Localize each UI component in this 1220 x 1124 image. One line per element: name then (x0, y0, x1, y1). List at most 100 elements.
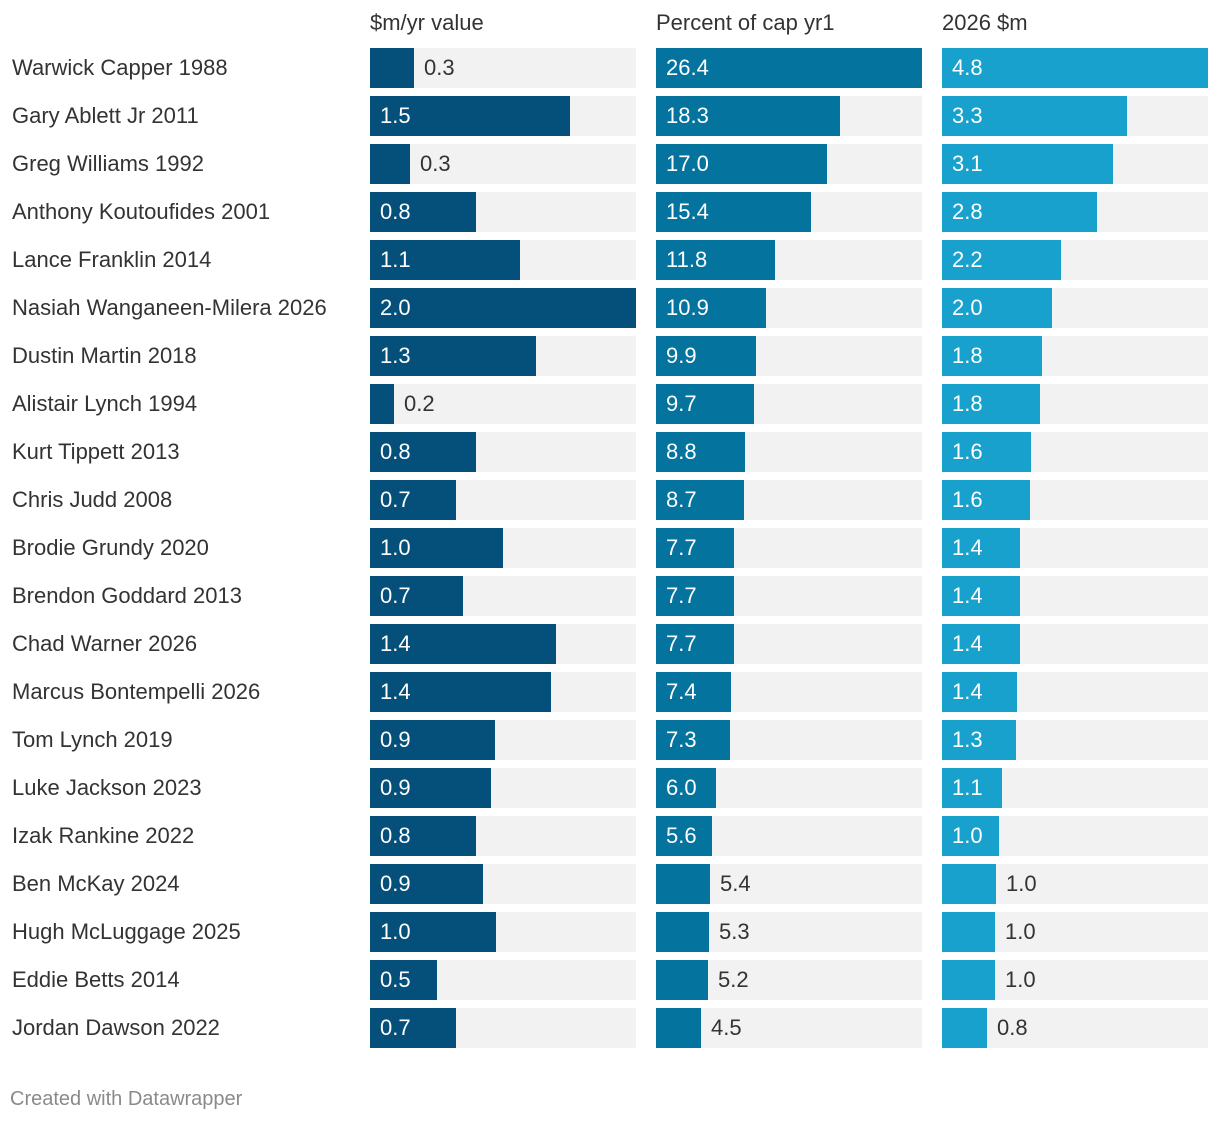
bar[interactable] (370, 288, 636, 328)
bar[interactable] (656, 816, 712, 856)
data-label: 1.0 (952, 823, 983, 848)
bar[interactable] (942, 960, 995, 1000)
bar[interactable] (656, 240, 775, 280)
data-label: 1.3 (952, 727, 983, 752)
data-label: 1.3 (380, 343, 411, 368)
bar[interactable] (656, 384, 754, 424)
bar[interactable] (370, 1008, 456, 1048)
data-label: 1.1 (952, 775, 983, 800)
data-label: 4.5 (711, 1015, 742, 1040)
bar[interactable] (942, 528, 1020, 568)
bar[interactable] (370, 240, 520, 280)
bar[interactable] (942, 624, 1020, 664)
row-label: Greg Williams 1992 (12, 151, 204, 176)
data-label: 0.8 (380, 439, 411, 464)
bar-track (370, 384, 636, 424)
data-label: 0.9 (380, 871, 411, 896)
bar[interactable] (656, 96, 840, 136)
bar[interactable] (942, 768, 1002, 808)
bar[interactable] (656, 720, 730, 760)
data-label: 7.7 (666, 535, 697, 560)
data-label: 1.0 (1006, 871, 1037, 896)
column-header-1: $m/yr value (370, 10, 484, 35)
bar[interactable] (942, 432, 1031, 472)
bar[interactable] (656, 288, 766, 328)
bar[interactable] (656, 480, 744, 520)
bar[interactable] (942, 480, 1030, 520)
bar[interactable] (942, 48, 1208, 88)
data-label: 2.2 (952, 247, 983, 272)
bar[interactable] (656, 48, 922, 88)
bar[interactable] (370, 864, 483, 904)
column-header-2: Percent of cap yr1 (656, 10, 835, 35)
bar[interactable] (942, 144, 1113, 184)
data-label: 1.0 (1005, 919, 1036, 944)
bar[interactable] (942, 1008, 987, 1048)
bar[interactable] (942, 192, 1097, 232)
data-label: 0.8 (380, 823, 411, 848)
bar[interactable] (370, 144, 410, 184)
data-label: 5.2 (718, 967, 749, 992)
data-label: 3.1 (952, 151, 983, 176)
bar[interactable] (370, 768, 491, 808)
bar[interactable] (370, 912, 496, 952)
data-label: 10.9 (666, 295, 709, 320)
bar[interactable] (656, 144, 827, 184)
bar[interactable] (656, 912, 709, 952)
bar[interactable] (370, 960, 437, 1000)
data-label: 5.4 (720, 871, 751, 896)
data-label: 0.8 (380, 199, 411, 224)
bar[interactable] (370, 480, 456, 520)
bar[interactable] (656, 1008, 701, 1048)
bar[interactable] (370, 336, 536, 376)
data-label: 26.4 (666, 55, 709, 80)
datawrapper-credit[interactable]: Created with Datawrapper (10, 1088, 243, 1110)
bar[interactable] (370, 672, 551, 712)
bar[interactable] (942, 864, 996, 904)
bar[interactable] (942, 816, 999, 856)
bar[interactable] (656, 336, 756, 376)
data-label: 15.4 (666, 199, 709, 224)
bar[interactable] (370, 528, 503, 568)
bar[interactable] (942, 672, 1017, 712)
row-label: Tom Lynch 2019 (12, 727, 173, 752)
data-label: 1.0 (380, 535, 411, 560)
bar[interactable] (370, 384, 394, 424)
bar[interactable] (942, 576, 1020, 616)
bar[interactable] (656, 528, 734, 568)
bar[interactable] (656, 768, 716, 808)
bar[interactable] (656, 192, 811, 232)
bar[interactable] (370, 96, 570, 136)
data-label: 7.3 (666, 727, 697, 752)
bar[interactable] (942, 912, 995, 952)
data-label: 0.3 (420, 151, 451, 176)
bar[interactable] (942, 96, 1127, 136)
bar[interactable] (370, 432, 476, 472)
data-label: 1.6 (952, 487, 983, 512)
row-label: Jordan Dawson 2022 (12, 1015, 220, 1040)
data-label: 0.9 (380, 727, 411, 752)
data-label: 0.7 (380, 583, 411, 608)
bar[interactable] (370, 720, 495, 760)
bar[interactable] (656, 672, 731, 712)
bar[interactable] (942, 336, 1042, 376)
bar[interactable] (942, 384, 1040, 424)
bar[interactable] (656, 432, 745, 472)
data-label: 1.8 (952, 391, 983, 416)
row-label: Hugh McLuggage 2025 (12, 919, 241, 944)
bar[interactable] (656, 624, 734, 664)
bar[interactable] (942, 240, 1061, 280)
bar[interactable] (370, 48, 414, 88)
bar[interactable] (942, 288, 1052, 328)
bar[interactable] (370, 576, 463, 616)
bar[interactable] (656, 576, 734, 616)
bar[interactable] (942, 720, 1016, 760)
bar[interactable] (656, 960, 708, 1000)
bar[interactable] (656, 864, 710, 904)
bar[interactable] (370, 192, 476, 232)
bar[interactable] (370, 816, 476, 856)
bar[interactable] (370, 624, 556, 664)
row-label: Luke Jackson 2023 (12, 775, 202, 800)
data-label: 0.3 (424, 55, 455, 80)
